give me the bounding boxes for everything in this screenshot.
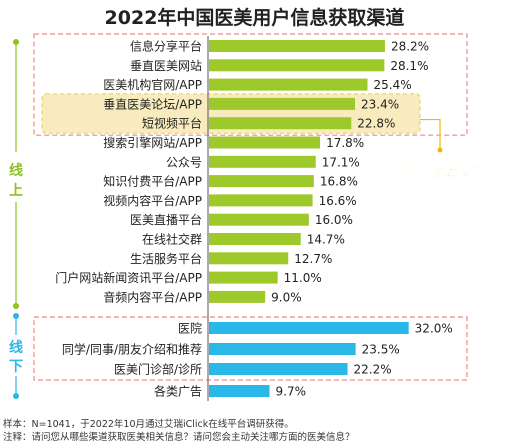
category-label: 医美机构官网/APP [103,77,202,92]
category-label: 知识付费平台/APP [103,174,202,189]
offline-group-label: 下 [9,359,23,375]
bar-online [209,252,289,265]
value-label: 22.8% [357,117,395,131]
highlight-callout-label: 新增线上渠道 [400,163,487,180]
value-label: 28.1% [390,59,428,73]
online-group-label: 上 [9,183,23,199]
sample-footnote: 样本：N=1041，于2022年10月通过艾瑞iClick在线平台调研获得。 [3,419,294,430]
value-label: 25.4% [373,78,411,92]
category-label: 门户网站新闻资讯平台/APP [55,270,202,285]
category-label: 医院 [178,322,202,336]
online-group-label: 线 [9,162,23,179]
highlight-connector-dot [437,147,443,153]
value-label: 16.8% [320,175,358,189]
question-footnote: 注释：请问您从哪些渠道获取医美相关信息？请问您会主动关注哪方面的医美信息？ [3,432,355,443]
bar-online [209,271,278,284]
offline-box [33,316,468,381]
category-label: 搜索引擎网站/APP [103,135,202,150]
bar-offline [209,363,348,375]
value-label: 9.0% [271,290,302,304]
category-label: 音频内容平台/APP [103,289,202,304]
value-label: 23.4% [361,97,399,111]
value-label: 28.2% [391,40,429,54]
category-label: 医美门诊部/诊所 [114,362,202,377]
offline-bracket-dot-bottom [13,393,19,399]
chart: 信息分享平台 28.2% 垂直医美网站 28.1% 医美机构官网/APP 25.4% 垂直医… [9,33,487,401]
category-label: 视频内容平台/APP [103,193,202,208]
value-label: 9.7% [276,385,307,399]
bar-offline [209,343,356,355]
value-label: 17.1% [322,155,360,169]
category-label: 医美直播平台 [130,212,202,227]
category-label: 各类广告 [154,384,202,399]
value-label: 32.0% [415,322,453,336]
bar-online [209,155,316,168]
bar-online [209,290,266,303]
online-top-box [33,33,468,136]
online-bracket-dot-top [13,39,19,45]
category-label: 垂直医美网站 [130,59,202,73]
bar-online [209,136,321,149]
category-label: 同学/同事/朋友介绍和推荐 [62,342,202,357]
category-label: 公众号 [166,155,202,169]
chart-title: 2022年中国医美用户信息获取渠道 [104,7,405,29]
bar-offline [209,322,409,334]
bar-online [209,59,385,72]
category-label: 短视频平台 [142,116,202,131]
value-label: 22.2% [354,363,392,377]
offline-bracket-dot-top [13,313,19,319]
bar-online [209,97,356,110]
category-label: 在线社交群 [142,232,202,247]
bar-online [209,78,368,91]
bar-online [209,40,385,52]
value-label: 12.7% [294,252,332,266]
highlight-connector [420,118,441,150]
bar-online [209,194,313,207]
bar-online [209,117,352,130]
value-label: 16.6% [319,194,357,208]
bar-online [209,233,301,245]
value-label: 14.7% [307,233,345,247]
bar-other [209,385,270,397]
category-label: 信息分享平台 [130,39,202,54]
bar-online [209,213,309,226]
offline-group-label: 线 [9,339,23,356]
value-label: 17.8% [326,136,364,150]
category-label: 垂直医美论坛/APP [103,97,202,111]
category-label: 生活服务平台 [130,251,202,266]
value-label: 16.0% [315,213,353,227]
online-bracket-dot-bottom [13,303,19,309]
value-label: 11.0% [284,271,322,285]
value-label: 23.5% [362,343,400,357]
bar-online [209,175,314,188]
